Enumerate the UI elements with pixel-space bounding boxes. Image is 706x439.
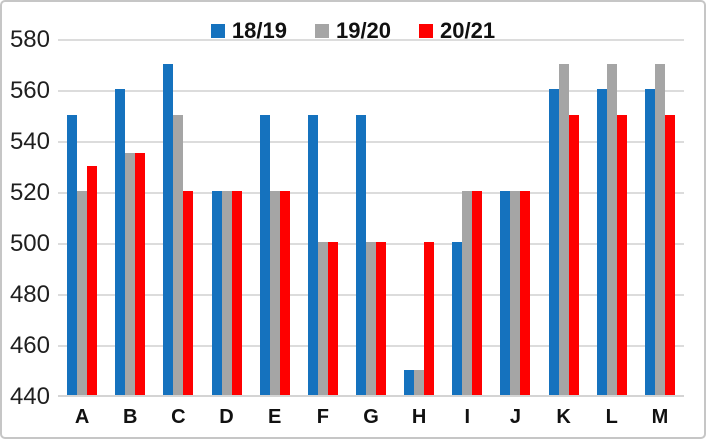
x-axis-category-label: A xyxy=(74,406,90,428)
bar-20/21-L xyxy=(616,114,627,395)
bar-19/20-D xyxy=(221,191,232,395)
bar-19/20-A xyxy=(77,191,88,395)
x-axis-category-label: L xyxy=(605,406,618,428)
y-axis-tick-label: 480 xyxy=(9,281,50,308)
bar-19/20-M xyxy=(654,63,665,395)
bar-20/21-E xyxy=(279,191,290,395)
bar-18/19-C xyxy=(163,63,174,395)
bar-20/21-M xyxy=(664,114,675,395)
legend-swatch-icon xyxy=(419,24,434,38)
bar-19/20-L xyxy=(606,63,617,395)
gridline xyxy=(58,90,684,92)
gridline xyxy=(58,192,684,194)
plot-area xyxy=(58,39,684,397)
bar-19/20-K xyxy=(558,63,569,395)
legend-item: 20/21 xyxy=(419,19,495,43)
bar-20/21-H xyxy=(424,242,435,395)
bar-20/21-A xyxy=(87,165,98,395)
y-axis-tick-label: 460 xyxy=(9,332,50,359)
bar-18/19-E xyxy=(259,114,270,395)
bar-20/21-I xyxy=(472,191,483,395)
bar-18/19-M xyxy=(644,89,655,395)
x-axis-category-label: G xyxy=(363,406,379,428)
bar-19/20-E xyxy=(269,191,280,395)
bar-19/20-B xyxy=(125,152,136,395)
bar-20/21-F xyxy=(327,242,338,395)
legend-swatch-icon xyxy=(314,24,329,38)
x-axis-category-label: I xyxy=(464,406,471,428)
bar-20/21-C xyxy=(183,191,194,395)
x-axis-category-label: D xyxy=(219,406,234,428)
bar-19/20-H xyxy=(414,369,425,395)
bar-20/21-K xyxy=(568,114,579,395)
bar-19/20-G xyxy=(366,242,376,395)
legend-label: 20/21 xyxy=(440,18,496,43)
bar-18/19-H xyxy=(404,369,415,395)
bar-18/19-J xyxy=(500,191,511,395)
x-axis-category-label: C xyxy=(171,406,186,428)
chart-legend: 18/19 19/20 20/21 xyxy=(2,19,704,43)
bar-18/19-G xyxy=(356,114,366,395)
bar-19/20-F xyxy=(317,242,328,395)
x-axis-category-label: F xyxy=(316,406,329,428)
bar-18/19-A xyxy=(67,114,78,395)
legend-item: 18/19 xyxy=(210,18,287,43)
x-axis-category-label: M xyxy=(651,406,669,428)
y-axis-tick-label: 440 xyxy=(9,383,50,410)
bar-20/21-B xyxy=(135,152,146,395)
bar-18/19-K xyxy=(548,89,559,395)
y-axis-tick-label: 580 xyxy=(9,26,50,53)
bar-18/19-D xyxy=(211,191,222,395)
bar-19/20-J xyxy=(510,191,521,395)
legend-swatch-icon xyxy=(210,24,225,38)
bar-18/19-B xyxy=(115,89,126,395)
bar-19/20-I xyxy=(462,191,473,395)
y-axis-tick-label: 540 xyxy=(9,128,50,155)
bar-18/19-F xyxy=(307,114,318,395)
bar-20/21-G xyxy=(376,242,386,395)
gridline xyxy=(58,39,684,41)
legend-item: 19/20 xyxy=(314,18,392,43)
x-axis-category-label: J xyxy=(509,406,521,428)
x-axis-category-label: E xyxy=(268,406,282,428)
x-axis-category-label: K xyxy=(556,406,571,428)
y-axis-tick-label: 520 xyxy=(9,179,50,206)
bar-20/21-J xyxy=(520,191,531,395)
x-axis-line xyxy=(58,395,684,397)
bar-18/19-L xyxy=(596,89,607,395)
gridline xyxy=(58,141,684,143)
legend-label: 18/19 xyxy=(231,18,287,43)
x-axis-category-label: H xyxy=(411,406,427,428)
legend-label: 19/20 xyxy=(335,18,392,43)
x-axis-category-label: B xyxy=(122,406,138,428)
bar-20/21-D xyxy=(231,191,242,395)
y-axis-tick-label: 500 xyxy=(9,230,50,257)
bar-19/20-C xyxy=(173,114,184,395)
bar-18/19-I xyxy=(452,242,463,395)
y-axis-tick-label: 560 xyxy=(9,77,50,104)
x-axis-labels: A B C D E F G H I J K L M xyxy=(58,403,684,433)
